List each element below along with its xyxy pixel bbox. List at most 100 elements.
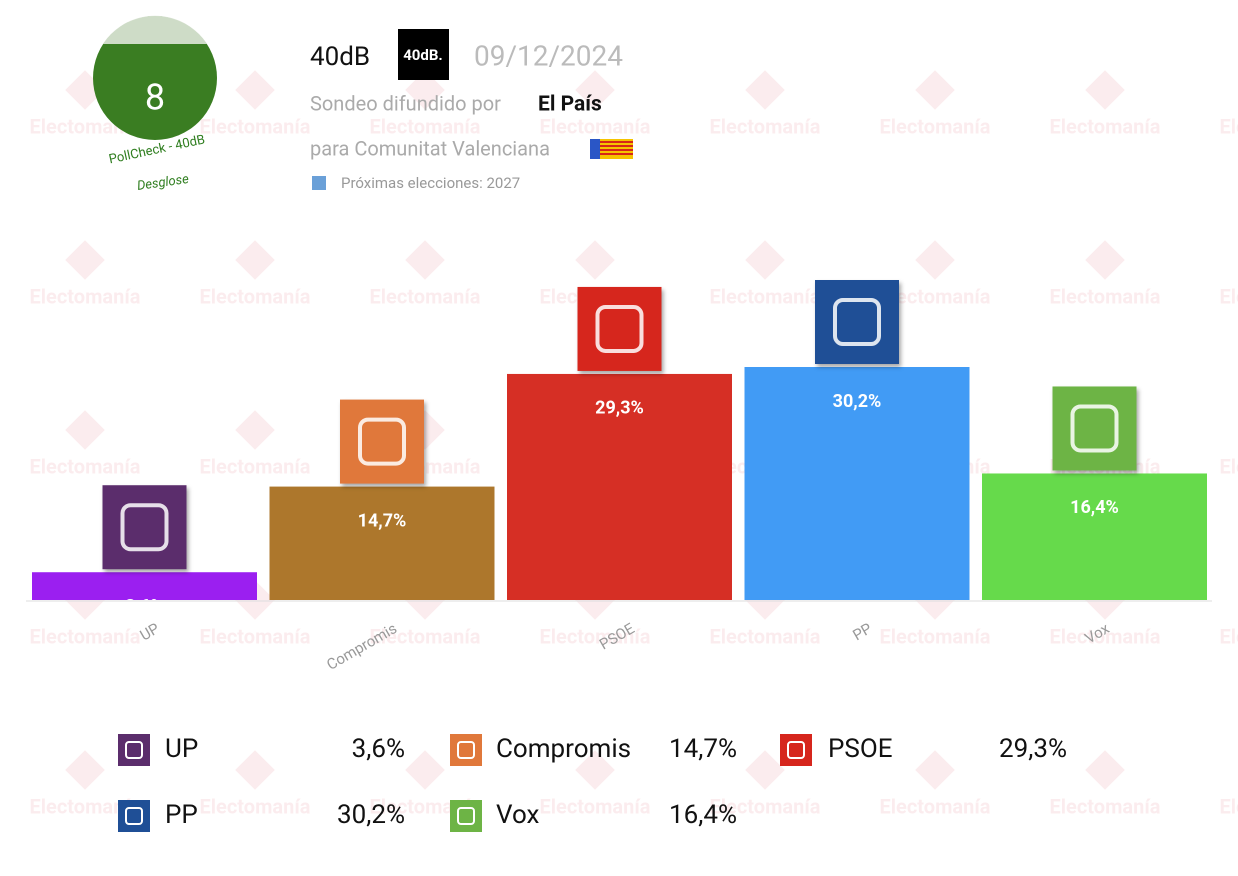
watermark: Electomanía — [1050, 794, 1161, 818]
watermark-logo — [235, 410, 275, 450]
watermark-logo — [915, 750, 955, 790]
watermark-logo — [235, 750, 275, 790]
legend-icon — [780, 734, 812, 766]
watermark-logo — [235, 240, 275, 280]
watermark: Electomanía — [1050, 114, 1161, 138]
watermark: Electomanía — [200, 284, 311, 308]
watermark-logo — [65, 410, 105, 450]
watermark-logo — [65, 240, 105, 280]
legend: UP 3,6% Compromis 14,7% PSOE 29,3% PP 30,2% Vox 1… — [118, 734, 1067, 832]
watermark-logo — [575, 750, 615, 790]
next-elections: Próximas elecciones: 2027 — [341, 174, 520, 192]
watermark-logo — [235, 70, 275, 110]
party-logo — [102, 485, 187, 570]
legend-label: Vox — [496, 800, 540, 830]
watermark: Electomanía — [370, 624, 481, 648]
legend-value: 14,7% — [669, 734, 737, 764]
watermark: Electomanía — [200, 794, 311, 818]
watermark: Electomanía — [540, 114, 651, 138]
legend-value: 16,4% — [669, 800, 737, 830]
legend-icon — [450, 734, 482, 766]
party-logo-mark — [358, 417, 406, 466]
watermark: Electomanía — [1050, 284, 1161, 308]
published-by: Sondeo difundido por — [310, 91, 501, 115]
party-logo-mark — [833, 298, 881, 346]
watermark: Electomanía — [200, 454, 311, 478]
legend-icon — [118, 734, 150, 766]
pollster-logo: 40dB. — [403, 46, 443, 64]
pollster-logo-box — [398, 29, 449, 80]
legend-icon-mark — [787, 741, 805, 759]
watermark: Electomanía — [540, 624, 651, 648]
legend-label: PP — [165, 800, 198, 830]
watermark: Electomanía — [1220, 794, 1238, 818]
watermark: Electomanía — [30, 284, 141, 308]
watermarks: Electomanía Electomanía Electomanía Electom… — [30, 70, 1238, 818]
legend-value: 30,2% — [337, 800, 405, 830]
watermark: Electomanía — [370, 114, 481, 138]
legend-value: 29,3% — [999, 734, 1067, 764]
value-label: 16,4% — [1070, 497, 1119, 518]
watermark: Electomanía — [30, 454, 141, 478]
legend-icon-mark — [457, 741, 475, 759]
value-label: 29,3% — [595, 398, 644, 419]
watermark: Electomanía — [200, 114, 311, 138]
watermark: Electomanía — [1050, 624, 1161, 648]
watermark: Electomanía — [1220, 624, 1238, 648]
watermark: Electomanía — [200, 624, 311, 648]
bar — [269, 486, 495, 600]
watermark-logo — [65, 750, 105, 790]
legend-value: 3,6% — [352, 734, 405, 764]
watermark: Electomanía — [540, 794, 651, 818]
watermark-logo — [745, 70, 785, 110]
watermark-logo — [1085, 70, 1125, 110]
flag — [590, 139, 633, 159]
watermark: Electomanía — [710, 284, 821, 308]
value-label: 30,2% — [833, 391, 882, 412]
party-logo — [340, 399, 424, 484]
ballot-icon — [312, 176, 326, 190]
badge-top — [103, 15, 207, 44]
party-logo — [1052, 386, 1137, 471]
legend-icon — [450, 800, 482, 832]
party-logo-mark — [120, 503, 169, 552]
party-logo-mark — [595, 304, 644, 353]
watermark: Electomanía — [1220, 284, 1238, 308]
bar — [982, 473, 1207, 600]
watermark: Electomanía — [30, 624, 141, 648]
bar — [744, 367, 970, 600]
legend-icon-mark — [457, 807, 475, 825]
watermark-logo — [575, 70, 615, 110]
watermark: Electomanía — [1220, 114, 1238, 138]
bar — [507, 373, 732, 600]
party-logo — [577, 286, 662, 371]
watermark: Electomanía — [1220, 454, 1238, 478]
watermark: Electomanía — [710, 114, 821, 138]
watermark: Electomanía — [370, 284, 481, 308]
breakdown-link[interactable]: Desglose — [136, 172, 190, 194]
watermark: Electomanía — [880, 624, 991, 648]
watermark: Electomanía — [880, 794, 991, 818]
value-label: 3,6% — [125, 596, 163, 617]
bars: 3,6%UP14,7%Compromis29,3%PSOE30,2%PP16,4… — [32, 280, 1207, 674]
watermark-logo — [1085, 750, 1125, 790]
party-logo — [815, 280, 899, 364]
score-badge — [93, 16, 217, 140]
x-tick-label: UP — [137, 619, 163, 644]
party-logo-mark — [1070, 404, 1119, 453]
watermark: Electomanía — [710, 794, 821, 818]
media: El País — [538, 93, 602, 117]
bar — [32, 572, 257, 600]
region: para Comunitat Valenciana — [310, 136, 550, 160]
watermark-logo — [915, 240, 955, 280]
legend-label: UP — [165, 734, 198, 764]
date: 09/12/2024 — [474, 39, 623, 72]
legend-label: PSOE — [828, 734, 893, 764]
watermark-logo — [745, 240, 785, 280]
watermark: Electomanía — [710, 624, 821, 648]
watermark-logo — [915, 70, 955, 110]
watermark: Electomanía — [880, 114, 991, 138]
legend-icon-mark — [125, 741, 143, 759]
score: 8 — [145, 77, 165, 119]
